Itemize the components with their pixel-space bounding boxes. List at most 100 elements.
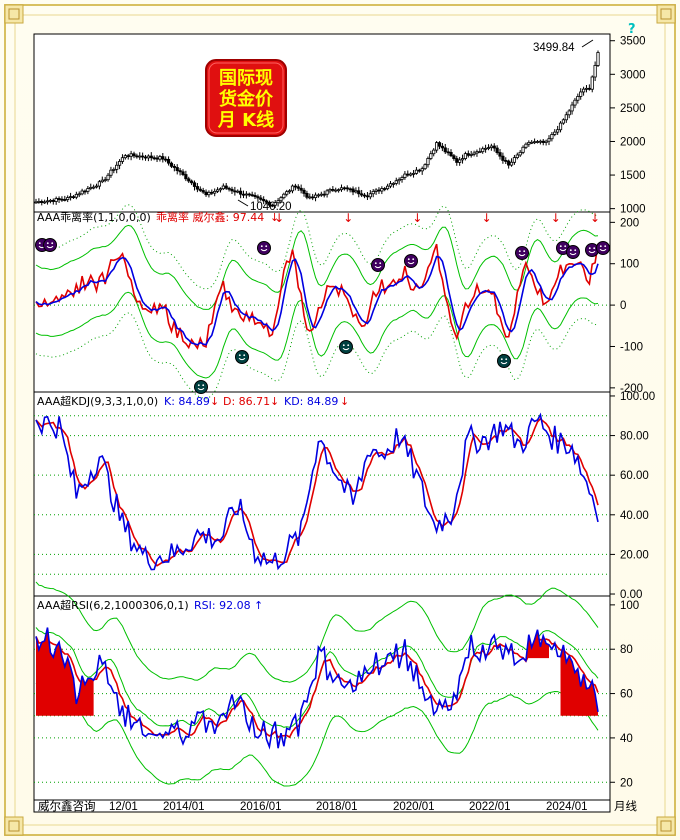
kdj-panel: [34, 412, 610, 575]
price-candle: [532, 141, 537, 144]
price-candle: [544, 140, 548, 143]
price-candle: [60, 198, 64, 201]
price-candle: [394, 180, 398, 184]
price-candle: [498, 152, 502, 157]
bias-title: AAA乖离率(1,1,0,0,0) 乖离率 威尔鑫: 97.44 ↓: [37, 210, 279, 224]
price-candle: [581, 88, 586, 93]
rsi-arrow: ↑: [254, 599, 263, 612]
price-candle: [397, 179, 401, 182]
price-candle: [443, 147, 447, 153]
price-candle: [492, 145, 496, 149]
kdj-indicator-name: AAA超KDJ(9,3,3,1,0,0): [37, 394, 158, 408]
smiley-face: [497, 354, 511, 368]
price-candle: [117, 161, 122, 166]
ornament-square: [656, 816, 676, 836]
bias-lower-band: [35, 291, 599, 379]
y-tick-label: 1000: [620, 204, 646, 216]
price-candle: [290, 185, 295, 192]
price-candle: [34, 201, 38, 204]
price-candle: [489, 145, 493, 148]
y-tick-label: 0: [620, 300, 626, 312]
smiley-icon: [404, 254, 418, 268]
y-tick-label: -100: [620, 341, 643, 353]
price-candle: [51, 199, 55, 202]
price-candle: [567, 110, 571, 116]
price-candle: [166, 158, 171, 164]
y-tick-label: 3500: [620, 36, 646, 48]
price-candle: [221, 185, 225, 190]
kdj-k-arrow: ↓: [210, 395, 219, 408]
smiley-face: [404, 254, 418, 268]
smiley-eye: [599, 245, 602, 248]
kdj-d-arrow: ↓: [270, 395, 279, 408]
rsi-title: AAA超RSI(6,2,1000306,0,1) RSI: 92.08 ↑: [37, 598, 263, 612]
price-candle: [66, 197, 70, 200]
price-candle: [538, 140, 542, 143]
price-candle: [285, 191, 289, 195]
y-tick-label: 100: [620, 600, 639, 612]
price-candle: [215, 189, 220, 192]
price-candle: [129, 153, 133, 157]
price-candle: [244, 193, 248, 196]
price-candle: [37, 201, 41, 203]
x-tick-label: 2018/01: [316, 801, 358, 813]
smiley-eye: [202, 384, 205, 387]
price-candle: [192, 182, 197, 187]
smiley-icon: [43, 238, 57, 252]
price-candle: [590, 76, 594, 90]
y-tick-label: 20.00: [620, 549, 649, 561]
help-icon[interactable]: ?: [628, 22, 636, 37]
price-candle: [584, 87, 589, 90]
price-candle: [354, 190, 358, 193]
kdj-k-line: [35, 412, 599, 571]
price-candle: [181, 171, 185, 175]
price-candle: [368, 193, 372, 198]
price-candle: [360, 193, 364, 196]
smiley-mouth: [197, 387, 205, 391]
price-candle: [406, 173, 410, 176]
smiley-eye: [238, 354, 241, 357]
price-candle: [472, 152, 476, 155]
price-candle: [57, 198, 61, 200]
price-candle: [305, 192, 309, 198]
smiley-icon: [566, 245, 580, 259]
rsi-lower-band: [35, 682, 599, 787]
smiley-eye: [412, 258, 415, 261]
price-candle: [475, 151, 479, 154]
price-candle: [512, 157, 517, 163]
price-candle: [501, 155, 505, 161]
price-candle: [293, 185, 297, 188]
badge-line-1: 国际现: [219, 68, 273, 89]
smiley-eye: [523, 250, 526, 253]
price-candle: [218, 188, 223, 191]
price-candle: [452, 155, 456, 159]
smiley-face: [566, 245, 580, 259]
price-candle: [351, 188, 355, 193]
price-candle: [417, 169, 421, 172]
price-panel: [34, 39, 600, 208]
price-candle: [426, 158, 430, 166]
price-candle: [518, 151, 522, 156]
x-tick-label: 2020/01: [393, 801, 435, 813]
y-tick-label: 60.00: [620, 470, 649, 482]
corner-ornament: [4, 816, 24, 836]
price-candle: [371, 191, 375, 195]
kdj-title: AAA超KDJ(9,3,3,1,0,0) K: 84.89 ↓ D: 86.71…: [37, 394, 349, 408]
y-tick-label: 2000: [620, 136, 646, 148]
price-candle: [593, 65, 597, 78]
smiley-eye: [574, 249, 577, 252]
smiley-eye: [569, 249, 572, 252]
ornament-inner: [8, 820, 20, 832]
price-candle: [282, 193, 286, 199]
smiley-eye: [265, 245, 268, 248]
smiley-eye: [564, 245, 567, 248]
smiley-icon: [371, 258, 385, 272]
price-candle: [319, 193, 323, 196]
price-candle: [339, 187, 344, 191]
price-candle: [432, 149, 436, 155]
price-candle: [262, 199, 266, 202]
ornament-square: [656, 4, 676, 24]
price-candle: [40, 201, 44, 204]
smiley-face: [339, 340, 353, 354]
